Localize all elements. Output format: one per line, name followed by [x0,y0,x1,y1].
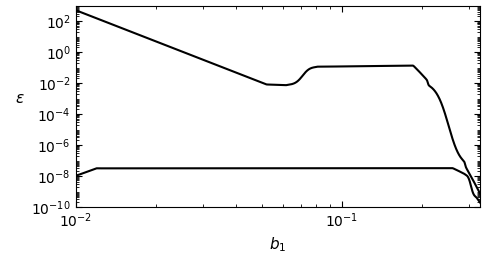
Y-axis label: $\varepsilon$: $\varepsilon$ [15,91,25,106]
X-axis label: $b_1$: $b_1$ [269,236,287,255]
